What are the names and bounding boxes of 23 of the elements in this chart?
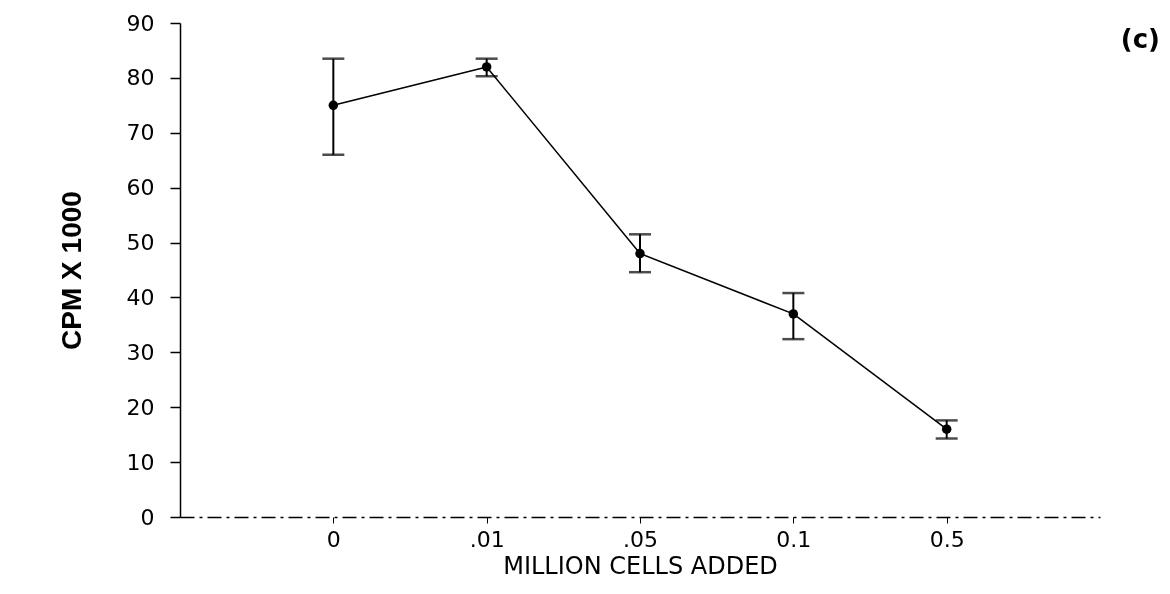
- y-tick-label: 50: [126, 230, 155, 256]
- point: [481, 62, 492, 72]
- y-tick-label: 40: [126, 284, 155, 310]
- chart-title: (c): [1120, 24, 1160, 54]
- point: [788, 309, 799, 319]
- x-tick-label: 0.5: [929, 526, 965, 552]
- x-tick-label: 0: [326, 526, 341, 552]
- y-tick-label: 80: [126, 65, 155, 91]
- point: [635, 248, 645, 259]
- point: [328, 100, 339, 111]
- x-tick-label: 0.1: [776, 526, 812, 552]
- y-tick-label: 20: [126, 394, 155, 420]
- y-axis-title: CPM X 1000: [55, 191, 87, 350]
- x-tick-label: .01: [469, 526, 505, 552]
- y-tick-label: 60: [126, 175, 155, 201]
- point: [941, 424, 952, 434]
- y-tick-label: 70: [126, 120, 155, 146]
- y-tick-label: 10: [126, 449, 155, 475]
- y-tick-label: 90: [126, 10, 155, 36]
- y-tick-label: 0: [140, 504, 155, 530]
- x-tick-label: .05: [623, 526, 658, 552]
- x-axis-title: MILLION CELLS ADDED: [503, 551, 778, 580]
- y-tick-label: 30: [126, 339, 155, 365]
